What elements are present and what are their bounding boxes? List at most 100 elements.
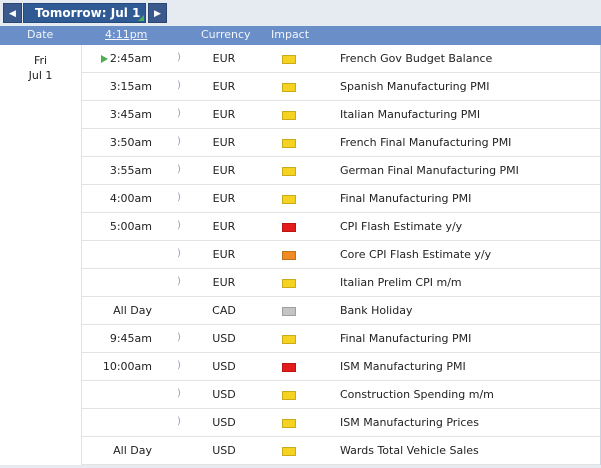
corner-flag-icon bbox=[138, 15, 144, 21]
table-row[interactable]: 4:00am) EUR Final Manufacturing PMI bbox=[82, 185, 600, 213]
event-currency: EUR bbox=[212, 108, 236, 121]
date-weekday: Fri bbox=[33, 54, 48, 67]
impact-folder-icon[interactable] bbox=[282, 223, 296, 232]
table-row[interactable]: 3:45am) EUR Italian Manufacturing PMI bbox=[82, 101, 600, 129]
impact-folder-icon[interactable] bbox=[282, 447, 296, 456]
event-currency: USD bbox=[212, 388, 236, 401]
sound-alert-icon[interactable]: ) bbox=[177, 360, 181, 371]
sound-alert-icon[interactable]: ) bbox=[177, 416, 181, 427]
next-day-button[interactable]: ▶ bbox=[148, 3, 167, 23]
event-time: 4:00am bbox=[109, 192, 152, 205]
sound-alert-icon[interactable]: ) bbox=[177, 248, 181, 259]
impact-folder-icon[interactable] bbox=[282, 419, 296, 428]
event-currency: USD bbox=[212, 416, 236, 429]
event-currency: USD bbox=[212, 360, 236, 373]
date-day: Jul 1 bbox=[28, 69, 53, 82]
events-table: 2:45am) EUR French Gov Budget Balance 3:15a… bbox=[82, 45, 600, 465]
previous-day-button[interactable]: ◀ bbox=[3, 3, 22, 23]
chevron-left-icon: ◀ bbox=[9, 9, 16, 19]
event-time: 3:15am bbox=[109, 80, 152, 93]
table-row[interactable]: ) USD Construction Spending m/m bbox=[82, 381, 600, 409]
event-title[interactable]: Spanish Manufacturing PMI bbox=[340, 80, 490, 93]
event-time: All Day bbox=[113, 304, 152, 317]
sound-alert-icon[interactable]: ) bbox=[177, 332, 181, 343]
column-header-impact: Impact bbox=[271, 28, 310, 41]
calendar-toolbar: ◀ Tomorrow: Jul 1 ▶ bbox=[0, 0, 601, 26]
sound-alert-icon[interactable]: ) bbox=[177, 108, 181, 119]
current-time-link[interactable]: 4:11pm bbox=[105, 28, 148, 41]
event-currency: EUR bbox=[212, 136, 236, 149]
event-currency: EUR bbox=[212, 52, 236, 65]
impact-folder-icon[interactable] bbox=[282, 391, 296, 400]
sound-alert-icon[interactable]: ) bbox=[177, 276, 181, 287]
event-time: 5:00am bbox=[109, 220, 152, 233]
event-title[interactable]: Wards Total Vehicle Sales bbox=[340, 444, 479, 457]
event-title[interactable]: Construction Spending m/m bbox=[340, 388, 494, 401]
table-header: Date 4:11pm Currency Impact bbox=[0, 26, 601, 45]
column-header-date: Date bbox=[27, 28, 54, 41]
date-cell: Fri Jul 1 bbox=[0, 45, 82, 465]
table-row[interactable]: 9:45am) USD Final Manufacturing PMI bbox=[82, 325, 600, 353]
table-row[interactable]: ) EUR Core CPI Flash Estimate y/y bbox=[82, 241, 600, 269]
impact-folder-icon[interactable] bbox=[282, 335, 296, 344]
event-title[interactable]: ISM Manufacturing Prices bbox=[340, 416, 479, 429]
event-time: All Day bbox=[113, 444, 152, 457]
event-title[interactable]: German Final Manufacturing PMI bbox=[340, 164, 519, 177]
event-currency: EUR bbox=[212, 276, 236, 289]
event-title[interactable]: Core CPI Flash Estimate y/y bbox=[340, 248, 492, 261]
table-row[interactable]: 5:00am) EUR CPI Flash Estimate y/y bbox=[82, 213, 600, 241]
table-row[interactable]: 3:15am) EUR Spanish Manufacturing PMI bbox=[82, 73, 600, 101]
impact-folder-icon[interactable] bbox=[282, 251, 296, 260]
impact-folder-icon[interactable] bbox=[282, 55, 296, 64]
day-tab-label: Tomorrow: Jul 1 bbox=[35, 6, 141, 20]
table-row[interactable]: 3:50am) EUR French Final Manufacturing PMI bbox=[82, 129, 600, 157]
table-footer bbox=[0, 465, 601, 468]
sound-alert-icon[interactable]: ) bbox=[177, 220, 181, 231]
event-currency: USD bbox=[212, 332, 236, 345]
sound-alert-icon[interactable]: ) bbox=[177, 52, 181, 63]
event-currency: EUR bbox=[212, 164, 236, 177]
table-row[interactable]: 10:00am) USD ISM Manufacturing PMI bbox=[82, 353, 600, 381]
next-event-arrow-icon bbox=[101, 55, 108, 63]
event-currency: EUR bbox=[212, 192, 236, 205]
event-currency: EUR bbox=[212, 220, 236, 233]
event-title[interactable]: Final Manufacturing PMI bbox=[340, 332, 472, 345]
day-tab-tomorrow[interactable]: Tomorrow: Jul 1 bbox=[23, 3, 146, 23]
event-title[interactable]: Final Manufacturing PMI bbox=[340, 192, 472, 205]
table-row[interactable]: All Day USD Wards Total Vehicle Sales bbox=[82, 437, 600, 465]
table-row[interactable]: All Day CAD Bank Holiday bbox=[82, 297, 600, 325]
event-time: 3:55am bbox=[109, 164, 152, 177]
impact-folder-icon[interactable] bbox=[282, 111, 296, 120]
impact-folder-icon[interactable] bbox=[282, 307, 296, 316]
table-row[interactable]: ) USD ISM Manufacturing Prices bbox=[82, 409, 600, 437]
event-title[interactable]: ISM Manufacturing PMI bbox=[340, 360, 466, 373]
event-currency: EUR bbox=[212, 80, 236, 93]
chevron-right-icon: ▶ bbox=[154, 9, 161, 19]
impact-folder-icon[interactable] bbox=[282, 363, 296, 372]
table-row[interactable]: 3:55am) EUR German Final Manufacturing PMI bbox=[82, 157, 600, 185]
column-header-currency: Currency bbox=[201, 28, 251, 41]
event-title[interactable]: French Gov Budget Balance bbox=[340, 52, 493, 65]
impact-folder-icon[interactable] bbox=[282, 279, 296, 288]
event-title[interactable]: French Final Manufacturing PMI bbox=[340, 136, 512, 149]
event-currency: CAD bbox=[212, 304, 236, 317]
sound-alert-icon[interactable]: ) bbox=[177, 388, 181, 399]
impact-folder-icon[interactable] bbox=[282, 139, 296, 148]
impact-folder-icon[interactable] bbox=[282, 167, 296, 176]
table-row[interactable]: ) EUR Italian Prelim CPI m/m bbox=[82, 269, 600, 297]
sound-alert-icon[interactable]: ) bbox=[177, 136, 181, 147]
event-time: 3:50am bbox=[109, 136, 152, 149]
sound-alert-icon[interactable]: ) bbox=[177, 80, 181, 91]
event-currency: USD bbox=[212, 444, 236, 457]
event-time: 9:45am bbox=[109, 332, 152, 345]
sound-alert-icon[interactable]: ) bbox=[177, 164, 181, 175]
impact-folder-icon[interactable] bbox=[282, 83, 296, 92]
event-title[interactable]: Italian Prelim CPI m/m bbox=[340, 276, 462, 289]
event-title[interactable]: Bank Holiday bbox=[340, 304, 413, 317]
table-row[interactable]: 2:45am) EUR French Gov Budget Balance bbox=[82, 45, 600, 73]
event-time: 2:45am bbox=[109, 52, 152, 65]
impact-folder-icon[interactable] bbox=[282, 195, 296, 204]
sound-alert-icon[interactable]: ) bbox=[177, 192, 181, 203]
event-title[interactable]: CPI Flash Estimate y/y bbox=[340, 220, 463, 233]
event-title[interactable]: Italian Manufacturing PMI bbox=[340, 108, 481, 121]
